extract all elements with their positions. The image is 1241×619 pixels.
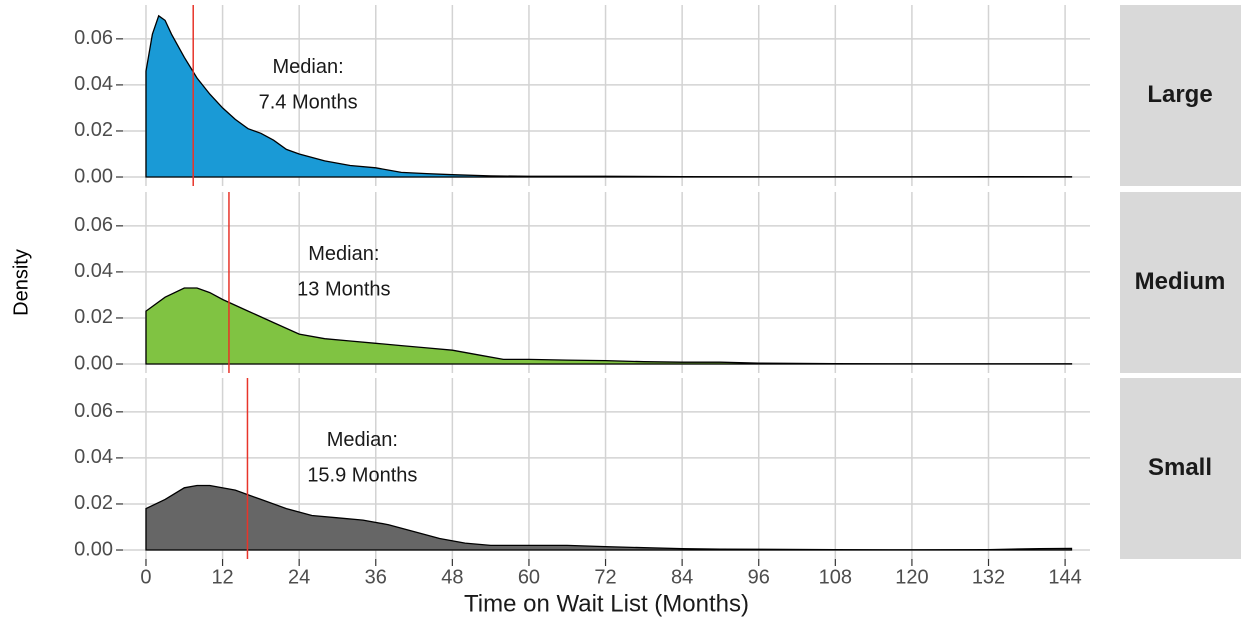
strip-background	[1120, 192, 1241, 373]
panel: 0.00 0.02 0.04 0.06 Median: 13 Months Medium De…	[10, 192, 1241, 374]
y-tick-label: 0.06	[74, 400, 113, 422]
x-tick-label: 132	[972, 566, 1005, 588]
panel: 0.00 0.02 0.04 0.06 Median: 7.4 Months Large	[74, 5, 1241, 187]
y-tick-label: 0.02	[74, 306, 113, 328]
x-tick-label: 108	[819, 566, 852, 588]
annotation: 13 Months	[297, 279, 390, 301]
panel: 0.00 0.02 0.04 0.06 Median: 15.9 Months Small 0…	[74, 378, 1241, 617]
annotation: Median:	[327, 429, 398, 451]
x-tick-label: 84	[671, 566, 693, 588]
x-tick-label: 120	[895, 566, 928, 588]
annotation: 7.4 Months	[259, 92, 358, 114]
annotation: Median:	[308, 243, 379, 265]
density-area	[145, 287, 1073, 365]
x-tick-label: 96	[748, 566, 770, 588]
annotation: Median:	[273, 56, 344, 78]
y-tick-label: 0.06	[74, 214, 113, 236]
y-tick-label: 0.04	[74, 446, 113, 468]
y-tick-label: 0.00	[74, 165, 113, 187]
x-tick-label: 0	[140, 566, 151, 588]
y-axis-title: Density	[10, 249, 32, 316]
y-tick-label: 0.06	[74, 27, 113, 49]
strip-label: Medium	[1135, 268, 1226, 295]
x-tick-label: 60	[518, 566, 540, 588]
y-tick-label: 0.00	[74, 352, 113, 374]
annotation: 15.9 Months	[307, 465, 417, 487]
x-tick-label: 144	[1048, 566, 1081, 588]
density-area	[145, 484, 1073, 551]
x-tick-label: 36	[365, 566, 387, 588]
strip-label: Large	[1147, 81, 1212, 108]
strip-label: Small	[1148, 454, 1212, 481]
y-tick-label: 0.02	[74, 119, 113, 141]
y-tick-label: 0.04	[74, 260, 113, 282]
x-axis-title: Time on Wait List (Months)	[464, 590, 749, 617]
strip-background	[1120, 378, 1241, 559]
y-tick-label: 0.00	[74, 538, 113, 560]
strip-background	[1120, 5, 1241, 186]
y-tick-label: 0.04	[74, 73, 113, 95]
x-tick-label: 72	[594, 566, 616, 588]
x-tick-label: 48	[441, 566, 463, 588]
x-tick-label: 24	[288, 566, 310, 588]
density-area	[145, 14, 1073, 178]
x-tick-label: 12	[211, 566, 233, 588]
y-tick-label: 0.02	[74, 492, 113, 514]
